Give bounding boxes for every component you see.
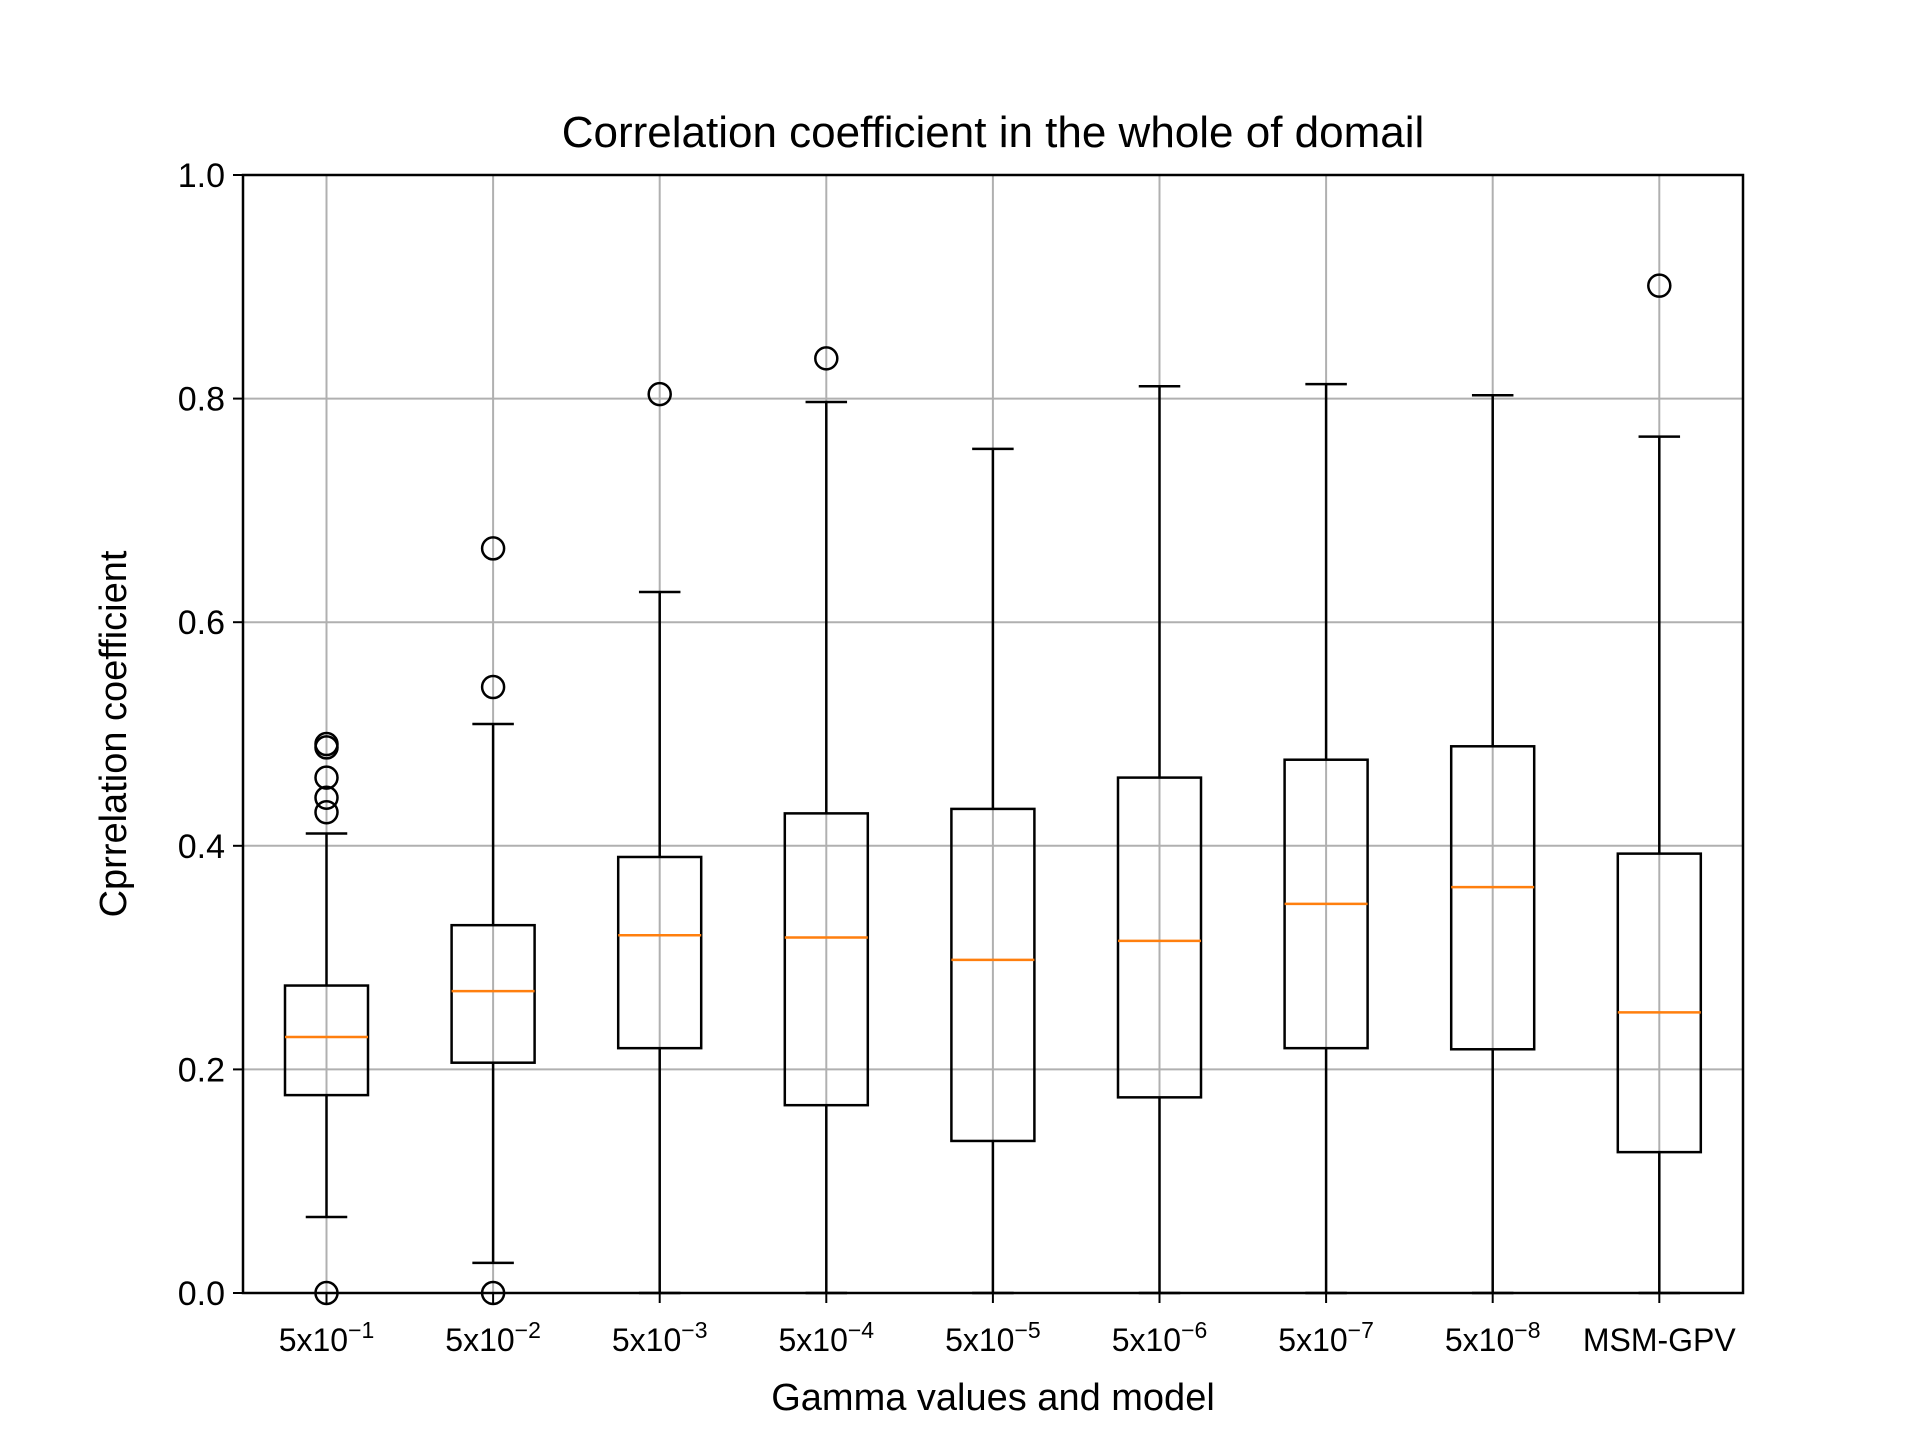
box-iqr [283,984,370,1097]
outlier-point [314,765,339,790]
x-category-label: 5x10−6 [1112,1317,1208,1358]
x-category-exponent: −1 [348,1317,374,1343]
x-category-base: 5x10 [1112,1322,1181,1358]
y-tick-label: 0.6 [178,604,225,642]
x-category-label: 5x10−8 [1445,1317,1541,1358]
box-iqr [616,855,703,1050]
x-category-label: 5x10−1 [279,1317,375,1358]
x-category-base: 5x10 [1278,1322,1347,1358]
x-category-label: 5x10−2 [445,1317,541,1358]
x-category-base: 5x10 [445,1322,514,1358]
x-category-base: 5x10 [1445,1322,1514,1358]
x-category-exponent: −7 [1348,1317,1374,1343]
x-category-label: 5x10−4 [778,1317,874,1358]
x-category-base: 5x10 [945,1322,1014,1358]
outlier-point [480,674,506,700]
outlier-point [1647,273,1672,298]
box-iqr [1449,745,1536,1051]
outlier-point [314,800,339,825]
x-category-exponent: −8 [1514,1317,1540,1343]
box-group [1616,273,1703,1295]
outlier-point [314,785,339,810]
x-category-label: 5x10−5 [945,1317,1041,1358]
outlier-point [480,536,506,561]
x-category-base: MSM-GPV [1583,1322,1737,1358]
x-category-exponent: −4 [848,1317,874,1343]
y-tick-label: 0.8 [178,381,225,419]
box-iqr [783,812,870,1107]
box-iqr [1616,852,1703,1154]
box-iqr [1116,776,1203,1099]
outlier-point [647,381,672,407]
outlier-point [314,731,339,757]
x-category-base: 5x10 [778,1322,847,1358]
y-tick-label: 0.2 [178,1051,225,1089]
x-category-label: MSM-GPV [1583,1322,1737,1358]
x-category-label: 5x10−3 [612,1317,708,1358]
chart-title: Correlation coefficient in the whole of … [562,108,1425,157]
x-category-exponent: −2 [515,1317,541,1343]
x-axis-label: Gamma values and model [771,1377,1215,1419]
x-category-label: 5x10−7 [1278,1317,1374,1358]
x-category-exponent: −6 [1181,1317,1207,1343]
y-tick-label: 0.4 [178,828,225,866]
y-tick-label: 0.0 [178,1275,225,1313]
x-category-base: 5x10 [612,1322,681,1358]
y-axis-label: Cprrelation coefficient [93,550,135,917]
x-category-exponent: −5 [1014,1317,1040,1343]
box-group [950,447,1036,1295]
x-category-exponent: −3 [681,1317,707,1343]
outlier-point [814,346,839,371]
box-iqr [450,923,536,1064]
box-group [616,381,703,1295]
x-category-base: 5x10 [279,1322,348,1358]
box-group [450,536,536,1306]
y-tick-label: 1.0 [178,157,225,195]
box-layer [283,273,1703,1306]
box-iqr [950,807,1036,1143]
